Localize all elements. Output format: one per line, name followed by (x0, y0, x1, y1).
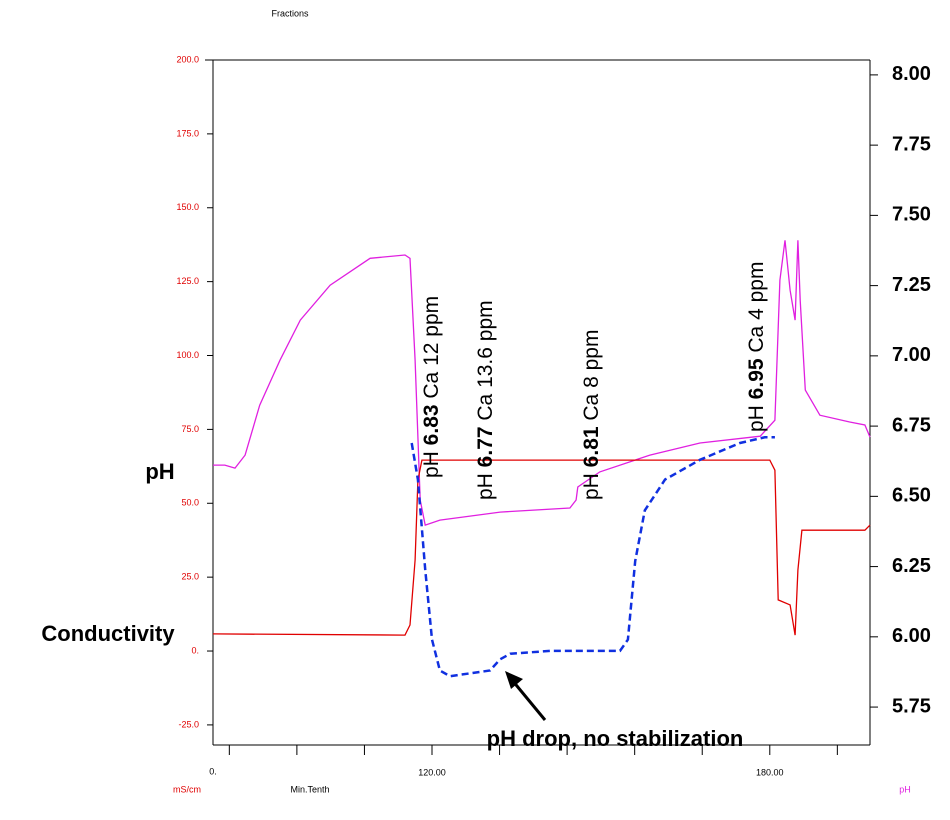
y2-axis-title: pH (899, 784, 911, 794)
annotation-prefix: pH (745, 399, 768, 432)
annotation-value: 6.77 (474, 426, 497, 467)
annotation-suffix: Ca 4 ppm (745, 262, 768, 359)
y-tick-label: 200.0 (176, 54, 199, 64)
y2-tick-label: 6.75 (892, 414, 931, 436)
chart-title: Fractions (271, 8, 309, 18)
annotation: pH 6.77 Ca 13.6 ppm (474, 300, 497, 500)
y2-tick-label: 7.75 (892, 133, 931, 155)
series-line (213, 240, 871, 526)
x-tick-label: 120.00 (418, 767, 446, 777)
side-label: pH (145, 459, 174, 484)
annotation-prefix: pH (474, 467, 497, 500)
x-start-label: 0. (209, 766, 217, 776)
y2-tick-label: 5.75 (892, 695, 931, 717)
y-tick-label: 125.0 (176, 276, 199, 286)
y-tick-label: 175.0 (176, 128, 199, 138)
y2-tick-label: 6.00 (892, 625, 931, 647)
arrow-note: pH drop, no stabilization (487, 726, 744, 751)
annotation-suffix: Ca 12 ppm (420, 296, 443, 405)
arrow-shaft (510, 679, 547, 721)
arrow-head (505, 671, 523, 689)
y-tick-label: 50.0 (181, 498, 199, 508)
annotation-value: 6.83 (420, 404, 443, 445)
annotation-suffix: Ca 8 ppm (580, 330, 603, 427)
y2-tick-label: 7.00 (892, 344, 931, 366)
y2-tick-label: 6.50 (892, 485, 931, 507)
y2-tick-label: 6.25 (892, 555, 931, 577)
series-line (212, 459, 871, 636)
annotation-value: 6.95 (745, 358, 768, 399)
series-line (410, 436, 775, 678)
annotation-suffix: Ca 13.6 ppm (474, 300, 497, 426)
annotation: pH 6.81 Ca 8 ppm (580, 330, 603, 500)
y-axis-title: mS/cm (173, 784, 201, 794)
annotation: pH 6.95 Ca 4 ppm (745, 262, 768, 432)
y-tick-label: -25.0 (178, 719, 199, 729)
y2-tick-label: 7.50 (892, 204, 931, 226)
y2-tick-label: 7.25 (892, 274, 931, 296)
y2-tick-label: 8.00 (892, 63, 931, 85)
y-tick-label: 0. (191, 645, 199, 655)
annotation: pH 6.83 Ca 12 ppm (420, 296, 443, 478)
y-tick-label: 150.0 (176, 202, 199, 212)
annotation-value: 6.81 (580, 426, 603, 467)
annotation-prefix: pH (580, 467, 603, 500)
y-tick-label: 100.0 (176, 350, 199, 360)
x-axis-title: Min.Tenth (290, 784, 329, 794)
side-label: Conductivity (41, 621, 175, 646)
annotation-prefix: pH (420, 445, 443, 478)
y-tick-label: 25.0 (181, 572, 199, 582)
x-tick-label: 180.00 (756, 767, 784, 777)
y-tick-label: 75.0 (181, 424, 199, 434)
